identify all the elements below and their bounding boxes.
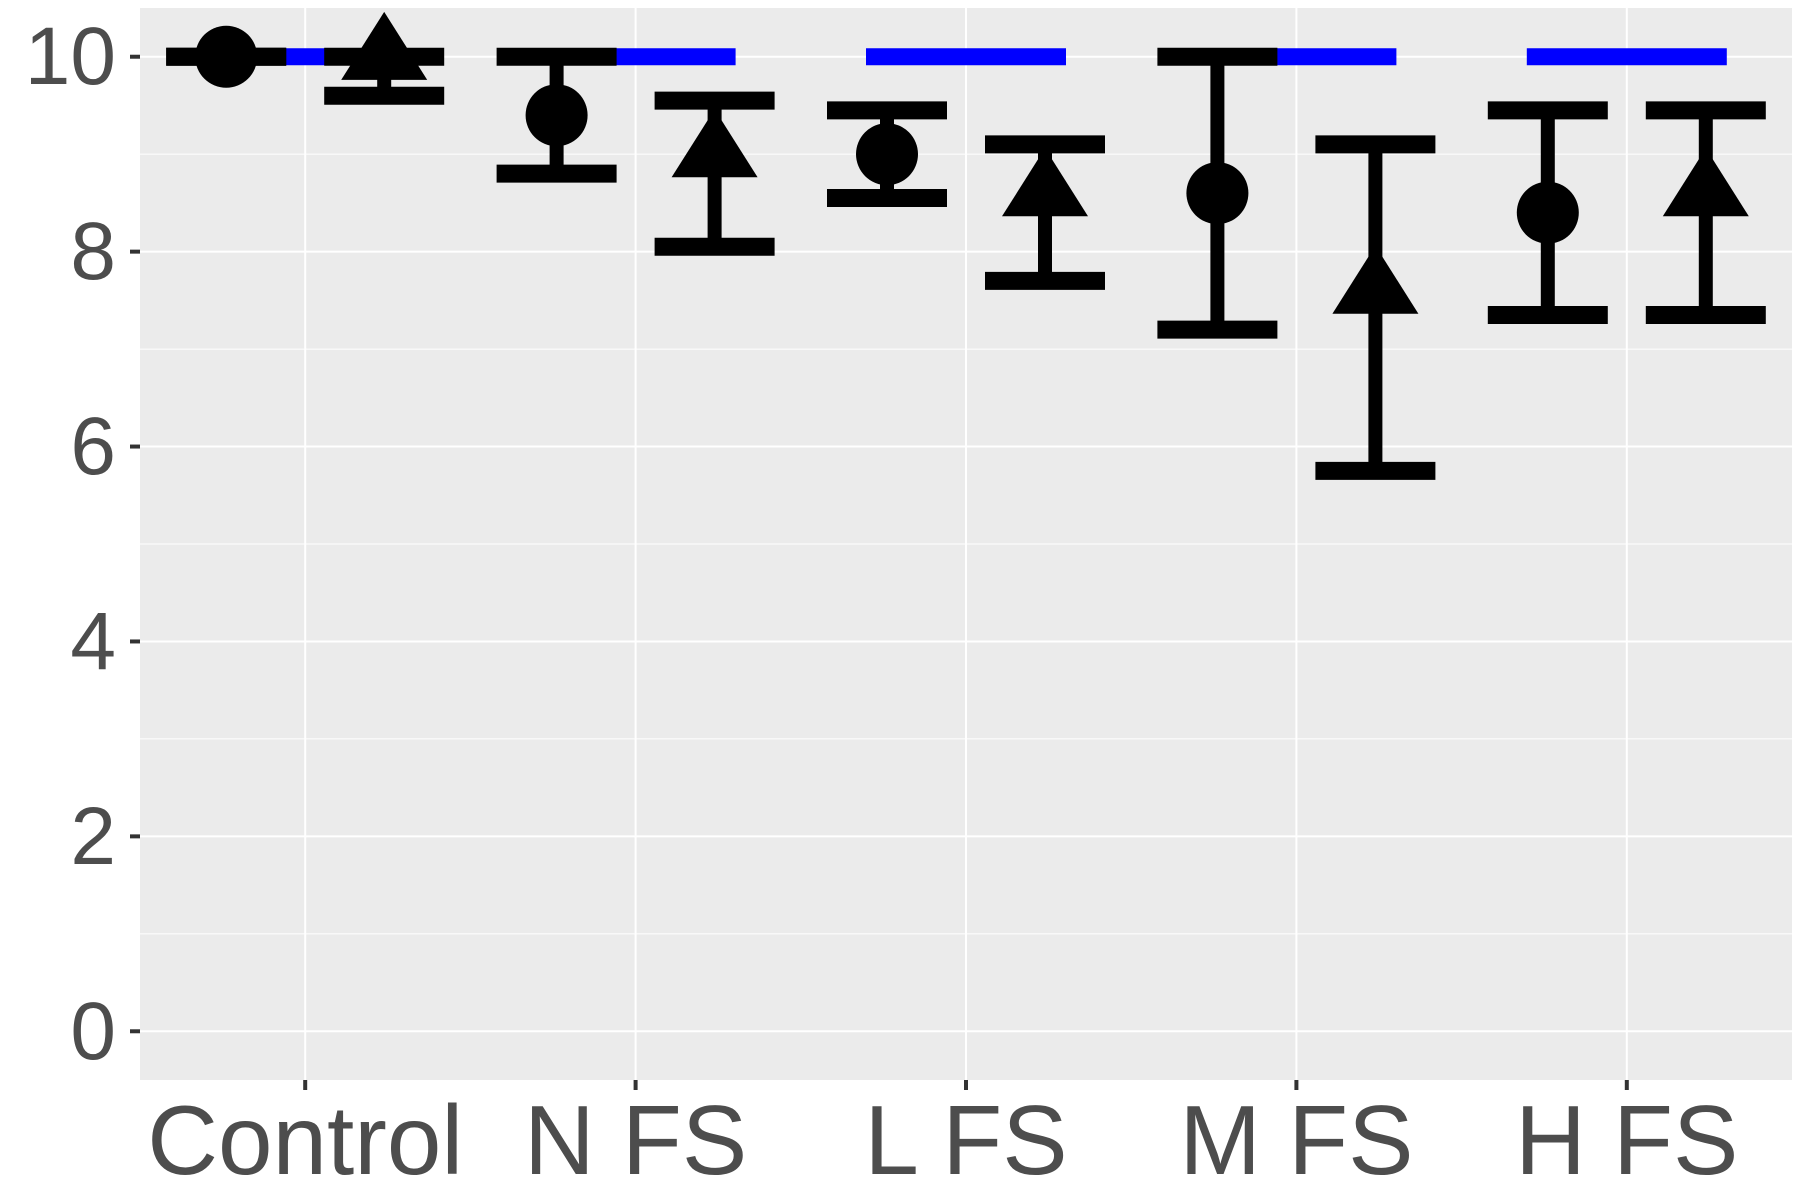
- y-tick-label: 8: [70, 206, 116, 297]
- y-tick-label: 2: [70, 791, 116, 882]
- point-triangle: [1662, 148, 1749, 217]
- point-triangle: [671, 109, 758, 178]
- point-circle: [1516, 181, 1579, 244]
- axes: 0 2 4 6 8 10 Control N FS L FS M FS H FS: [25, 11, 1739, 1195]
- point-triangle: [1002, 148, 1088, 217]
- y-tick-label: 10: [25, 11, 116, 102]
- data-points: [195, 11, 1749, 314]
- point-circle: [1186, 162, 1249, 225]
- point-circle: [525, 84, 588, 147]
- x-tick-label: N FS: [524, 1085, 747, 1195]
- x-tick-label: M FS: [1179, 1085, 1413, 1195]
- point-triangle: [341, 11, 428, 80]
- point-circle: [195, 25, 258, 88]
- x-tick-label: Control: [147, 1085, 463, 1195]
- x-tick-label: L FS: [864, 1085, 1067, 1195]
- y-tick-label: 0: [70, 986, 116, 1077]
- y-tick-label: 4: [70, 596, 116, 687]
- point-circle: [856, 123, 918, 186]
- point-triangle: [1332, 245, 1419, 314]
- y-tick-label: 6: [70, 401, 116, 492]
- x-tick-label: H FS: [1515, 1085, 1738, 1195]
